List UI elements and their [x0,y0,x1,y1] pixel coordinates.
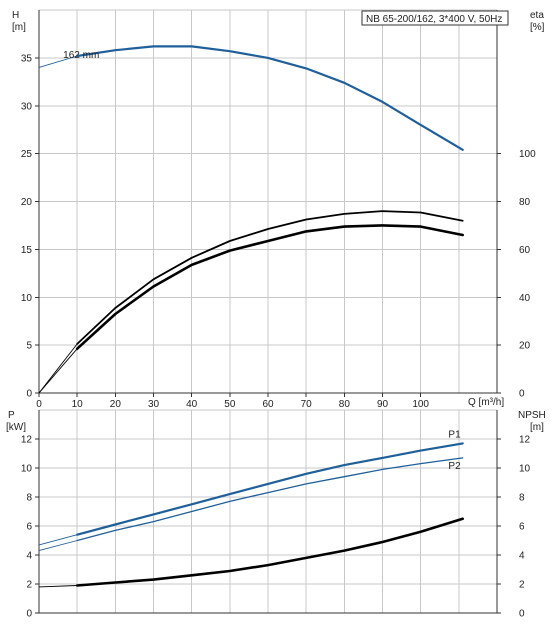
series-line [76,45,464,151]
left-tick-label: 20 [21,197,33,208]
x-tick-label: 60 [262,399,274,410]
left-tick-label: 5 [26,341,32,352]
x-tick-label: 0 [36,399,42,410]
x-tick-label: 10 [72,399,84,410]
head-efficiency-panel: 0 5 10 15 20 25 30 35 0 20 40 60 80 100 0 10 20 30 40 50 60 7… [21,9,536,410]
right-tick-label: 40 [519,293,531,304]
series-extension-line [38,534,78,546]
series-extension-line [38,585,78,588]
top-right-axis-title-line1: eta [530,10,544,21]
series-label: P2 [448,461,461,472]
series-line [75,517,465,587]
bottom-right-axis-title-line1: NPSH [518,410,546,421]
right-tick-label: 0 [519,609,525,620]
right-tick-label: 20 [519,341,531,352]
left-tick-label: 10 [21,293,33,304]
bottom-right-axis-title-line2: [m] [530,422,544,433]
series-extension-line [38,55,78,68]
series-line [76,457,464,542]
left-tick-label: 35 [21,53,33,64]
top-right-axis-title-line2: [%] [530,22,545,33]
left-tick-label: 6 [26,522,32,533]
series-extension-line [38,343,78,394]
right-tick-label: 12 [519,435,531,446]
left-tick-label: 10 [21,464,33,475]
series-line [76,210,464,345]
left-tick-label: 15 [21,245,33,256]
right-tick-label: 4 [519,551,525,562]
left-tick-label: 2 [26,580,32,591]
x-tick-label: 40 [186,399,198,410]
x-tick-label: 80 [339,399,351,410]
chart-title-box [361,10,509,26]
x-tick-label: 90 [377,399,389,410]
left-tick-label: 8 [26,493,32,504]
right-tick-label: 8 [519,493,525,504]
power-npsh-panel: 0 2 4 6 8 10 12 0 2 4 6 8 10 12 P1 P2 [21,409,531,620]
top-left-axis-title-line2: [m] [12,22,26,33]
bottom-left-axis-title-line2: [kW] [6,422,26,433]
series-line [76,442,464,536]
series-label: P1 [448,429,461,440]
left-tick-label: 0 [26,389,32,400]
x-tick-label: 30 [148,399,160,410]
series-extension-line [38,540,78,552]
left-tick-label: 4 [26,551,32,562]
right-tick-label: 100 [519,149,536,160]
left-tick-label: 30 [21,101,33,112]
series-label: 162 mm [63,50,99,61]
top-left-axis-title-line1: H [12,10,19,21]
right-tick-label: 60 [519,245,531,256]
left-tick-label: 12 [21,435,33,446]
right-tick-label: 6 [519,522,525,533]
left-tick-label: 0 [26,609,32,620]
right-tick-label: 10 [519,464,531,475]
x-tick-label: 100 [412,399,429,410]
right-tick-label: 0 [519,389,525,400]
left-tick-label: 25 [21,149,33,160]
x-tick-label: 70 [301,399,313,410]
series-line [75,224,465,351]
bottom-left-axis-title-line1: P [8,410,15,421]
right-tick-label: 80 [519,197,531,208]
x-tick-label: 50 [224,399,236,410]
chart-title: NB 65-200/162, 3*400 V, 50Hz [366,14,502,25]
x-axis-title: Q [m³/h] [468,397,504,408]
right-tick-label: 2 [519,580,525,591]
series-extension-line [38,348,78,394]
x-tick-label: 20 [110,399,122,410]
